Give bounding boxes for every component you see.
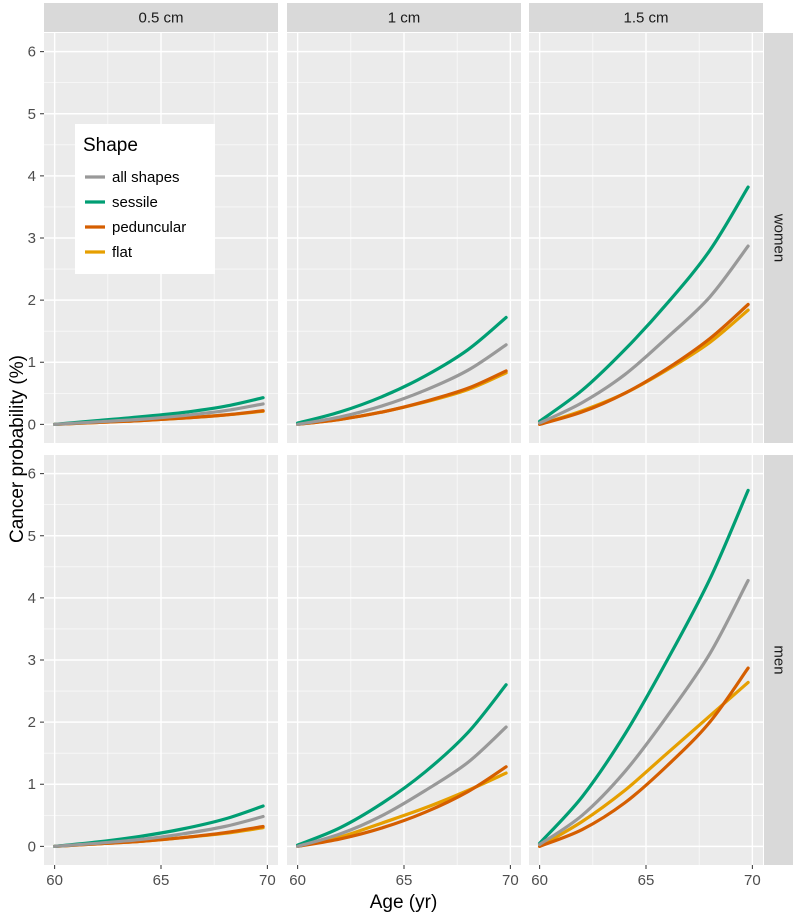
x-tick-label: 70 (744, 872, 761, 889)
y-tick-label: 1 (28, 354, 36, 371)
legend: Shape all shapes sessile peduncular flat (75, 124, 215, 274)
y-tick-label: 6 (28, 466, 36, 483)
series-line-sessile (296, 683, 508, 847)
y-tick-label: 4 (28, 168, 36, 185)
row-strip-label: women (771, 213, 788, 262)
y-tick-label: 0 (28, 838, 36, 855)
column-strip (287, 3, 521, 32)
x-tick-label: 65 (396, 872, 413, 889)
series-line-all-shapes (53, 814, 265, 848)
y-tick-label: 5 (28, 106, 36, 123)
y-axis-title: Cancer probability (%) (7, 355, 28, 543)
x-tick-label: 60 (46, 872, 63, 889)
row-strip (764, 455, 793, 865)
row-strip-label: men (771, 645, 788, 674)
x-tick-label: 65 (638, 872, 655, 889)
y-tick-label: 3 (28, 652, 36, 669)
y-tick-label: 5 (28, 528, 36, 545)
column-strip-label: 0.5 cm (138, 10, 183, 27)
legend-label: peduncular (112, 219, 186, 236)
legend-title: Shape (83, 135, 138, 156)
series-line-all-shapes (538, 578, 750, 847)
column-strip (529, 3, 763, 32)
series-line-sessile (296, 315, 508, 425)
series-line-sessile (538, 185, 750, 423)
legend-label: sessile (112, 194, 158, 211)
legend-label: all shapes (112, 169, 180, 186)
y-tick-label: 2 (28, 292, 36, 309)
y-tick-label: 4 (28, 590, 36, 607)
y-tick-label: 0 (28, 416, 36, 433)
x-tick-label: 60 (289, 872, 306, 889)
series-line-all-shapes (53, 402, 265, 426)
y-tick-label: 2 (28, 714, 36, 731)
column-strip (44, 3, 278, 32)
legend-background (75, 124, 215, 274)
series-line-peduncular (538, 666, 750, 848)
panel-men-1.5cm (529, 455, 763, 865)
panel-men-0.5cm (44, 455, 278, 865)
series-line-flat (538, 680, 750, 848)
x-tick-label: 70 (502, 872, 519, 889)
series-line-sessile (538, 488, 750, 845)
panel-women-1cm (287, 33, 521, 443)
legend-label: flat (112, 244, 133, 261)
y-tick-label: 1 (28, 776, 36, 793)
panel-women-1.5cm (529, 33, 763, 443)
row-strip (764, 33, 793, 443)
series-line-peduncular (296, 765, 508, 848)
series-line-peduncular (296, 369, 508, 426)
y-tick-label: 6 (28, 44, 36, 61)
y-tick-label: 3 (28, 230, 36, 247)
column-strip-label: 1 cm (388, 10, 421, 27)
x-tick-label: 70 (259, 872, 276, 889)
panel-men-1cm (287, 455, 521, 865)
series-line-peduncular (538, 302, 750, 426)
series-line-all-shapes (296, 725, 508, 848)
column-strip-label: 1.5 cm (623, 10, 668, 27)
series-line-all-shapes (538, 244, 750, 425)
x-axis-title: Age (yr) (370, 892, 438, 913)
x-tick-label: 65 (153, 872, 170, 889)
x-tick-label: 60 (531, 872, 548, 889)
series-line-all-shapes (296, 343, 508, 426)
